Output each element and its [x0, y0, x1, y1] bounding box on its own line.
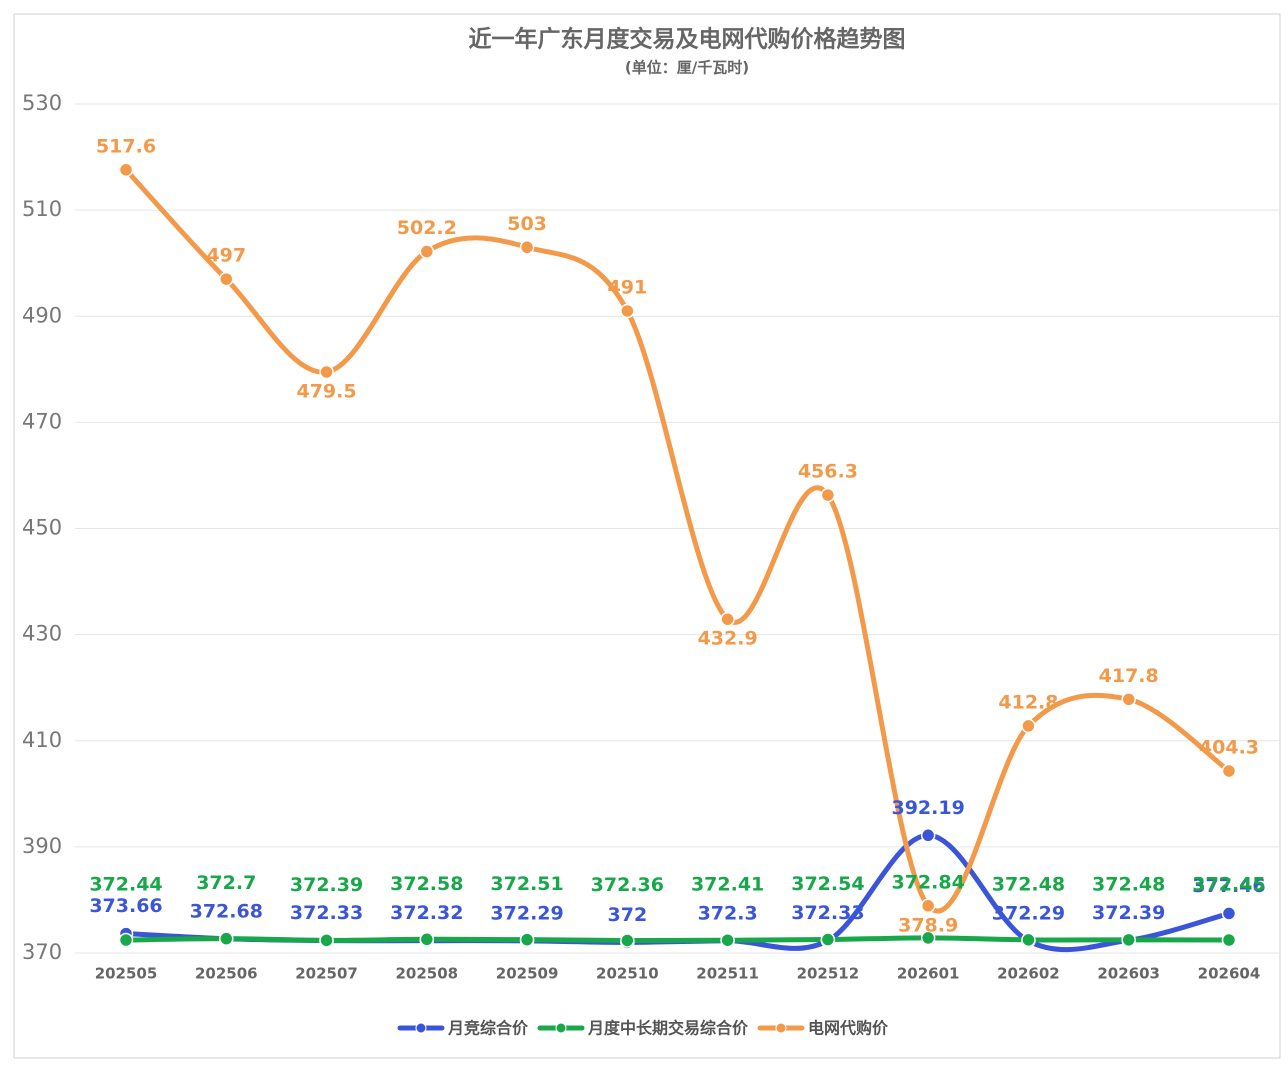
data-label: 517.6 [96, 135, 156, 157]
data-label: 372.44 [89, 874, 162, 896]
data-point [1221, 932, 1237, 948]
data-label: 372.58 [390, 873, 463, 895]
x-tick-label: 202602 [997, 965, 1060, 983]
data-label: 372.48 [992, 873, 1065, 895]
data-point [920, 930, 936, 946]
data-point [1121, 932, 1136, 948]
x-tick-label: 202512 [797, 965, 860, 983]
data-point [519, 932, 535, 947]
y-tick-label: 530 [22, 91, 62, 115]
data-point [319, 364, 334, 380]
legend-dot [775, 1022, 787, 1034]
data-point [1021, 718, 1036, 734]
y-tick-label: 430 [22, 622, 62, 646]
y-tick-label: 390 [22, 834, 62, 858]
data-label: 372.29 [490, 902, 563, 924]
chart-title: 近一年广东月度交易及电网代购价格趋势图 [469, 26, 906, 53]
data-label: 372.51 [490, 873, 563, 895]
x-tick-label: 202509 [496, 965, 559, 983]
data-label: 372.45 [1192, 873, 1265, 895]
y-tick-label: 450 [22, 516, 62, 540]
data-label: 372 [608, 904, 648, 926]
data-label: 373.66 [89, 895, 162, 917]
data-label: 404.3 [1199, 736, 1259, 758]
y-tick-label: 370 [22, 940, 62, 964]
y-tick-label: 510 [22, 197, 62, 221]
data-point [820, 487, 836, 503]
data-point [219, 931, 234, 946]
data-label: 372.32 [390, 902, 463, 924]
data-point [118, 932, 134, 948]
data-label: 479.5 [296, 380, 356, 402]
data-point [620, 303, 635, 319]
data-label: 502.2 [397, 217, 457, 239]
chart-frame [13, 13, 1281, 1059]
data-label: 378.9 [898, 914, 958, 936]
data-label: 372.33 [290, 902, 363, 924]
data-label: 372.39 [1092, 902, 1165, 924]
x-tick-label: 202510 [596, 965, 659, 983]
data-point [720, 932, 735, 948]
data-label: 372.41 [691, 874, 764, 896]
data-label: 372.3 [698, 902, 758, 924]
data-point [419, 244, 435, 259]
data-point [720, 611, 735, 627]
y-tick-label: 470 [22, 409, 62, 433]
data-label: 412.8 [998, 691, 1058, 713]
data-label: 417.8 [1099, 665, 1159, 687]
x-tick-label: 202601 [897, 965, 960, 983]
data-label: 503 [507, 213, 547, 235]
data-label: 372.54 [791, 873, 864, 895]
legend-label: 电网代购价 [808, 1019, 889, 1038]
data-point [1121, 692, 1136, 707]
data-label: 372.68 [190, 900, 263, 922]
data-label: 392.19 [891, 797, 964, 819]
data-point [1021, 932, 1036, 948]
x-tick-label: 202511 [696, 965, 759, 983]
data-label: 372.39 [290, 874, 363, 896]
data-point [620, 933, 635, 948]
data-point [118, 162, 134, 178]
legend-dot [555, 1022, 567, 1034]
data-point [419, 932, 435, 947]
series-line [123, 935, 1232, 943]
data-label: 372.84 [891, 871, 964, 893]
data-label: 372.33 [791, 902, 864, 924]
legend-dot [415, 1022, 427, 1034]
legend-label: 月度中长期交易综合价 [587, 1019, 749, 1038]
data-point [920, 898, 936, 914]
y-tick-label: 410 [22, 728, 62, 752]
x-tick-label: 202604 [1198, 965, 1261, 983]
data-point [319, 933, 334, 948]
x-tick-label: 202507 [295, 965, 358, 983]
data-point [820, 932, 836, 947]
data-point [1221, 906, 1237, 921]
data-label: 372.29 [992, 902, 1065, 924]
x-tick-label: 202603 [1097, 965, 1160, 983]
chart-subtitle: (单位：厘/千瓦时) [625, 59, 749, 77]
data-label: 372.48 [1092, 873, 1165, 895]
x-tick-label: 202505 [95, 965, 158, 983]
legend-label: 月竞综合价 [447, 1019, 529, 1038]
data-label: 377.46 [1192, 875, 1265, 897]
data-label: 372.7 [196, 872, 256, 894]
data-label: 456.3 [798, 461, 858, 483]
data-point [519, 240, 535, 255]
x-tick-label: 202506 [195, 965, 258, 983]
data-label: 491 [608, 276, 648, 298]
data-point [920, 828, 936, 843]
data-label: 432.9 [698, 628, 758, 650]
data-label: 372.36 [591, 874, 664, 896]
data-point [219, 271, 234, 287]
y-tick-label: 490 [22, 303, 62, 327]
data-label: 497 [206, 245, 246, 267]
x-tick-label: 202508 [395, 965, 458, 983]
data-point [1221, 763, 1237, 779]
legend: 月竞综合价 月度中长期交易综合价 电网代购价 [397, 1019, 889, 1038]
